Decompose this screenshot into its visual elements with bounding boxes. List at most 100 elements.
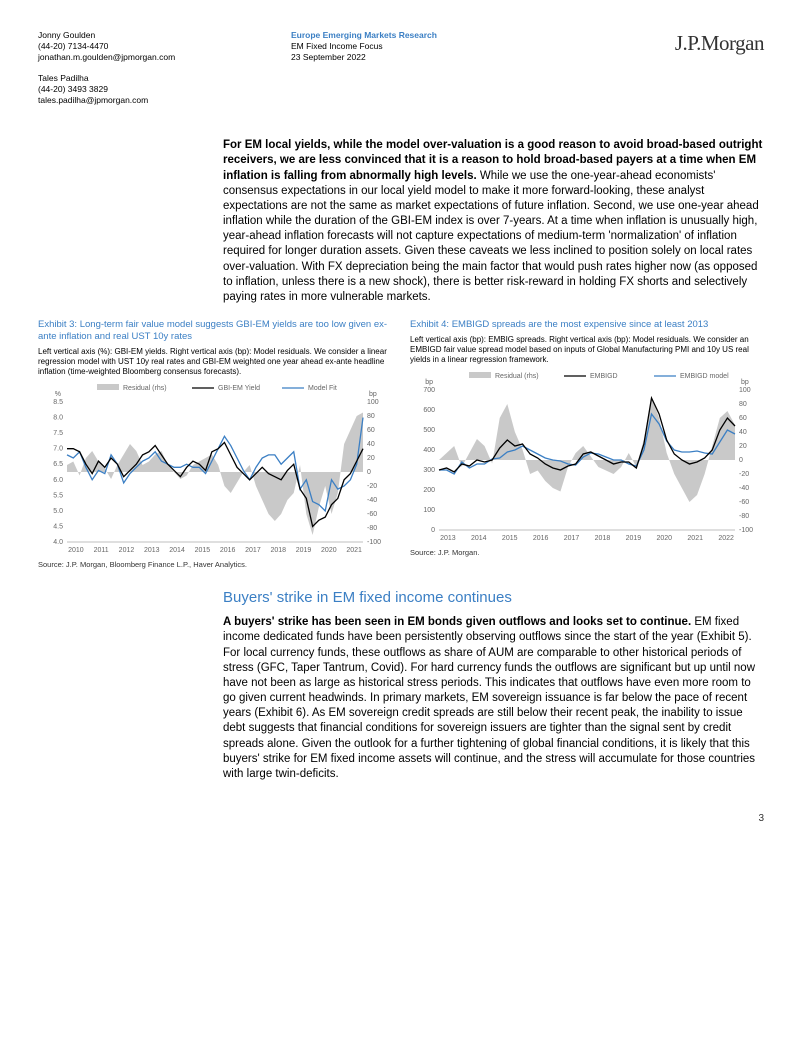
svg-text:4.5: 4.5 xyxy=(53,523,63,530)
svg-text:2010: 2010 xyxy=(68,547,84,554)
logo-block: J.P.Morgan xyxy=(564,30,764,116)
svg-text:2016: 2016 xyxy=(220,547,236,554)
svg-text:700: 700 xyxy=(423,387,435,394)
svg-text:6.0: 6.0 xyxy=(53,477,63,484)
svg-text:20: 20 xyxy=(739,443,747,450)
page-header: Jonny Goulden (44-20) 7134-4470 jonathan… xyxy=(38,30,764,116)
svg-text:100: 100 xyxy=(367,399,379,406)
author-email: tales.padilha@jpmorgan.com xyxy=(38,95,238,106)
svg-text:2013: 2013 xyxy=(144,547,160,554)
svg-text:5.0: 5.0 xyxy=(53,508,63,515)
svg-text:100: 100 xyxy=(423,507,435,514)
svg-text:bp: bp xyxy=(741,379,749,386)
svg-text:200: 200 xyxy=(423,487,435,494)
svg-text:-40: -40 xyxy=(367,497,377,504)
para2-bold: A buyers' strike has been seen in EM bon… xyxy=(223,616,691,628)
svg-text:2016: 2016 xyxy=(533,535,549,542)
svg-text:Residual (rhs): Residual (rhs) xyxy=(495,373,539,380)
svg-text:60: 60 xyxy=(739,415,747,422)
svg-text:-80: -80 xyxy=(739,513,749,520)
svg-text:-100: -100 xyxy=(367,539,381,546)
doc-date: 23 September 2022 xyxy=(291,52,511,63)
svg-text:2019: 2019 xyxy=(626,535,642,542)
exhibit-4-source: Source: J.P. Morgan. xyxy=(410,548,764,558)
svg-text:500: 500 xyxy=(423,427,435,434)
svg-text:6.5: 6.5 xyxy=(53,461,63,468)
svg-text:-60: -60 xyxy=(739,499,749,506)
research-line: Europe Emerging Markets Research xyxy=(291,30,511,41)
svg-text:GBI-EM Yield: GBI-EM Yield xyxy=(218,385,260,392)
svg-text:2015: 2015 xyxy=(195,547,211,554)
exhibit-4-chart: Residual (rhs)EMBIGDEMBIGD modelbpbp7006… xyxy=(410,366,764,546)
svg-text:Model Fit: Model Fit xyxy=(308,385,337,392)
svg-text:-100: -100 xyxy=(739,527,753,534)
authors-block: Jonny Goulden (44-20) 7134-4470 jonathan… xyxy=(38,30,238,116)
svg-text:2017: 2017 xyxy=(245,547,261,554)
exhibit-4: Exhibit 4: EMBIGD spreads are the most e… xyxy=(410,319,764,570)
exhibit-3-source: Source: J.P. Morgan, Bloomberg Finance L… xyxy=(38,560,392,570)
charts-row: Exhibit 3: Long-term fair value model su… xyxy=(38,319,764,570)
author-name: Jonny Goulden xyxy=(38,30,238,41)
svg-text:bp: bp xyxy=(369,391,377,398)
svg-text:2020: 2020 xyxy=(656,535,672,542)
svg-text:-40: -40 xyxy=(739,485,749,492)
svg-text:bp: bp xyxy=(425,379,433,386)
svg-text:2020: 2020 xyxy=(321,547,337,554)
svg-text:80: 80 xyxy=(739,401,747,408)
exhibit-4-desc: Left vertical axis (bp): EMBIG spreads. … xyxy=(410,335,764,365)
author-name: Tales Padilha xyxy=(38,73,238,84)
svg-text:EMBIGD model: EMBIGD model xyxy=(680,373,729,380)
svg-text:2021: 2021 xyxy=(687,535,703,542)
paragraph-1: For EM local yields, while the model ove… xyxy=(223,138,764,305)
svg-text:8.0: 8.0 xyxy=(53,414,63,421)
svg-text:EMBIGD: EMBIGD xyxy=(590,373,618,380)
doc-subtitle: EM Fixed Income Focus xyxy=(291,41,511,52)
svg-text:-80: -80 xyxy=(367,525,377,532)
author-phone: (44-20) 3493 3829 xyxy=(38,84,238,95)
author-2: Tales Padilha (44-20) 3493 3829 tales.pa… xyxy=(38,73,238,106)
svg-text:2019: 2019 xyxy=(296,547,312,554)
svg-text:7.5: 7.5 xyxy=(53,430,63,437)
svg-text:Residual (rhs): Residual (rhs) xyxy=(123,385,167,392)
svg-text:60: 60 xyxy=(367,427,375,434)
svg-text:2013: 2013 xyxy=(440,535,456,542)
doc-meta: Europe Emerging Markets Research EM Fixe… xyxy=(291,30,511,116)
svg-text:2014: 2014 xyxy=(471,535,487,542)
svg-text:600: 600 xyxy=(423,407,435,414)
exhibit-4-title: Exhibit 4: EMBIGD spreads are the most e… xyxy=(410,319,764,331)
svg-text:40: 40 xyxy=(367,441,375,448)
svg-text:2012: 2012 xyxy=(119,547,135,554)
svg-text:2014: 2014 xyxy=(169,547,185,554)
svg-text:5.5: 5.5 xyxy=(53,492,63,499)
page-number: 3 xyxy=(38,812,764,825)
svg-text:2018: 2018 xyxy=(270,547,286,554)
svg-text:2022: 2022 xyxy=(718,535,734,542)
svg-text:2015: 2015 xyxy=(502,535,518,542)
exhibit-3: Exhibit 3: Long-term fair value model su… xyxy=(38,319,392,570)
svg-text:-60: -60 xyxy=(367,511,377,518)
svg-text:80: 80 xyxy=(367,413,375,420)
exhibit-3-chart: Residual (rhs)GBI-EM YieldModel Fit%bp8.… xyxy=(38,378,392,558)
svg-text:-20: -20 xyxy=(367,483,377,490)
svg-text:7.0: 7.0 xyxy=(53,446,63,453)
author-phone: (44-20) 7134-4470 xyxy=(38,41,238,52)
svg-text:0: 0 xyxy=(431,527,435,534)
svg-text:2017: 2017 xyxy=(564,535,580,542)
page-root: Jonny Goulden (44-20) 7134-4470 jonathan… xyxy=(0,0,802,845)
svg-text:400: 400 xyxy=(423,447,435,454)
svg-text:4.0: 4.0 xyxy=(53,539,63,546)
svg-text:100: 100 xyxy=(739,387,751,394)
svg-text:0: 0 xyxy=(367,469,371,476)
svg-text:-20: -20 xyxy=(739,471,749,478)
section-2-heading: Buyers' strike in EM fixed income contin… xyxy=(223,588,764,608)
exhibit-3-title: Exhibit 3: Long-term fair value model su… xyxy=(38,319,392,343)
svg-text:8.5: 8.5 xyxy=(53,399,63,406)
svg-text:0: 0 xyxy=(739,457,743,464)
svg-text:2011: 2011 xyxy=(94,547,109,554)
svg-text:300: 300 xyxy=(423,467,435,474)
para1-rest: While we use the one-year-ahead economis… xyxy=(223,170,759,303)
svg-text:2021: 2021 xyxy=(346,547,362,554)
svg-text:20: 20 xyxy=(367,455,375,462)
paragraph-2: A buyers' strike has been seen in EM bon… xyxy=(223,615,764,782)
exhibit-3-desc: Left vertical axis (%): GBI-EM yields. R… xyxy=(38,347,392,377)
